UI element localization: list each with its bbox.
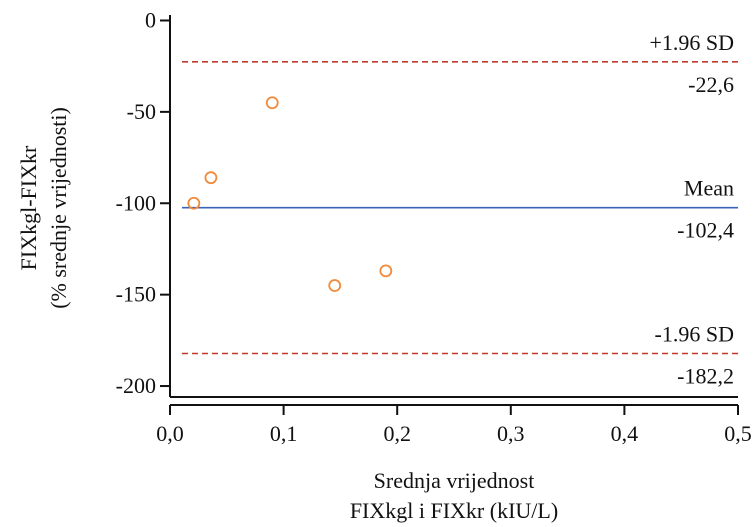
reference-line-name: Mean <box>684 176 734 201</box>
x-tick-label: 0,5 <box>724 421 752 446</box>
x-axis-label-line-1: Srednja vrijednost <box>374 468 535 493</box>
data-point <box>379 264 393 278</box>
reference-line-value: -182,2 <box>677 363 734 388</box>
data-point <box>187 196 201 210</box>
y-axis-label-line-1: FIXkgl-FIXkr <box>16 145 41 270</box>
x-tick-label: 0,3 <box>497 421 525 446</box>
data-points-layer <box>187 96 393 292</box>
y-axis-label-line-2: (% srednje vrijednosti) <box>46 107 71 309</box>
y-tick-label: -50 <box>127 99 156 124</box>
x-tick-label: 0,0 <box>156 421 184 446</box>
reference-line-value: -102,4 <box>677 218 734 243</box>
reference-line-value: -22,6 <box>688 72 734 97</box>
x-tick-label: 0,2 <box>383 421 411 446</box>
x-tick-label: 0,4 <box>611 421 639 446</box>
y-tick-label: -100 <box>116 190 156 215</box>
data-point <box>204 171 218 185</box>
data-point <box>265 96 279 110</box>
x-tick-label: 0,1 <box>270 421 298 446</box>
reference-lines-layer: +1.96 SD -22,6 Mean -102,4 -1.96 SD -182,2 <box>182 30 738 388</box>
data-point <box>328 279 342 292</box>
labels-layer: Srednja vrijednost FIXkgl i FIXkr (kIU/L… <box>16 107 558 523</box>
reference-line-name: -1.96 SD <box>655 321 734 346</box>
y-tick-label: -150 <box>116 282 156 307</box>
y-tick-label: 0 <box>145 7 156 32</box>
x-axis-label-line-2: FIXkgl i FIXkr (kIU/L) <box>350 498 558 523</box>
reference-line-name: +1.96 SD <box>649 30 734 55</box>
y-tick-label: -200 <box>116 373 156 398</box>
